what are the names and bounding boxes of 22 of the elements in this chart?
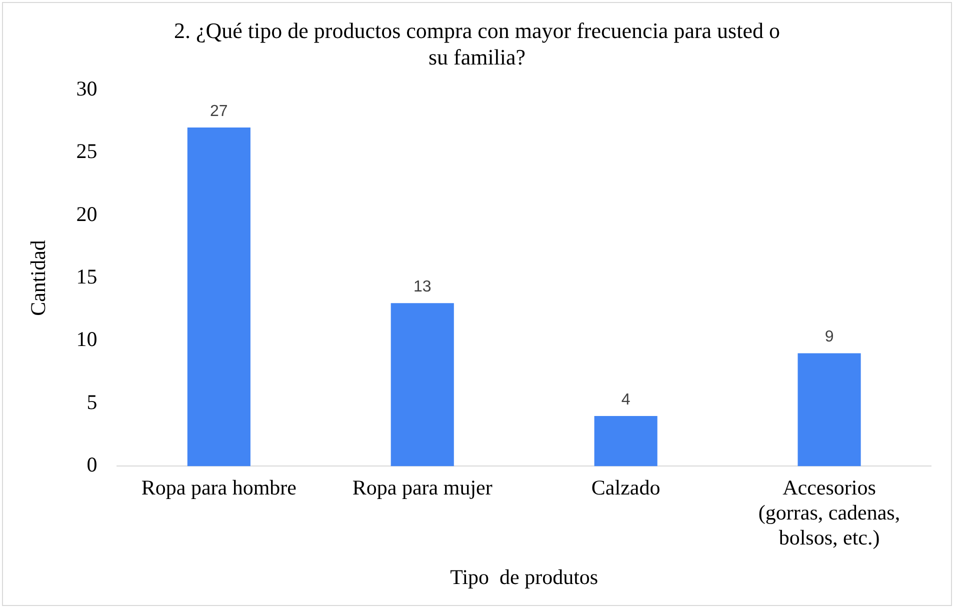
- y-tick-label: 25: [76, 139, 98, 164]
- y-axis-title: Cantidad: [26, 240, 50, 316]
- x-tick-label: Accesorios (gorras, cadenas, bolsos, etc.): [758, 475, 900, 550]
- x-axis-title: Tipo de produtos: [450, 564, 598, 589]
- y-tick-label: 30: [76, 76, 98, 100]
- y-tick-label: 20: [76, 202, 98, 226]
- bar: [187, 127, 250, 466]
- bar: [798, 353, 861, 466]
- chart-title: 2. ¿Qué tipo de productos compra con mayor frecuencia para usted o su familia?: [174, 18, 780, 70]
- y-tick-label: 10: [76, 327, 98, 352]
- x-tick-label: Ropa para mujer: [352, 475, 492, 500]
- data-label: 9: [824, 328, 834, 346]
- y-tick-label: 15: [76, 264, 98, 289]
- data-label: 27: [210, 102, 228, 120]
- x-tick-label: Ropa para hombre: [141, 475, 296, 500]
- data-label: 4: [621, 391, 630, 408]
- y-tick-label: 5: [86, 390, 98, 414]
- y-tick-label: 0: [86, 452, 98, 477]
- bar: [594, 416, 658, 466]
- data-label: 13: [413, 278, 432, 296]
- x-tick-label: Calzado: [591, 475, 660, 500]
- bar: [390, 303, 454, 466]
